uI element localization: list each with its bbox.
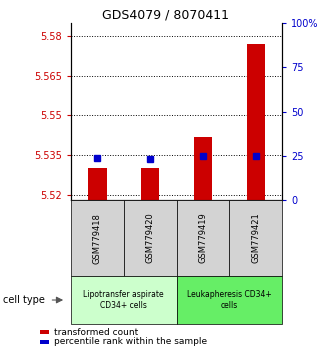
Text: GSM779418: GSM779418 <box>93 213 102 263</box>
Text: GDS4079 / 8070411: GDS4079 / 8070411 <box>102 9 228 22</box>
Text: Leukapheresis CD34+
cells: Leukapheresis CD34+ cells <box>187 290 272 310</box>
Text: cell type: cell type <box>3 295 45 305</box>
Bar <box>88 168 107 200</box>
Text: GSM779421: GSM779421 <box>251 213 260 263</box>
Bar <box>141 168 159 200</box>
Bar <box>247 44 265 200</box>
Text: GSM779420: GSM779420 <box>146 213 155 263</box>
Text: transformed count: transformed count <box>54 327 138 337</box>
Text: Lipotransfer aspirate
CD34+ cells: Lipotransfer aspirate CD34+ cells <box>83 290 164 310</box>
Bar <box>194 137 212 200</box>
Text: GSM779419: GSM779419 <box>198 213 208 263</box>
Text: percentile rank within the sample: percentile rank within the sample <box>54 337 207 347</box>
